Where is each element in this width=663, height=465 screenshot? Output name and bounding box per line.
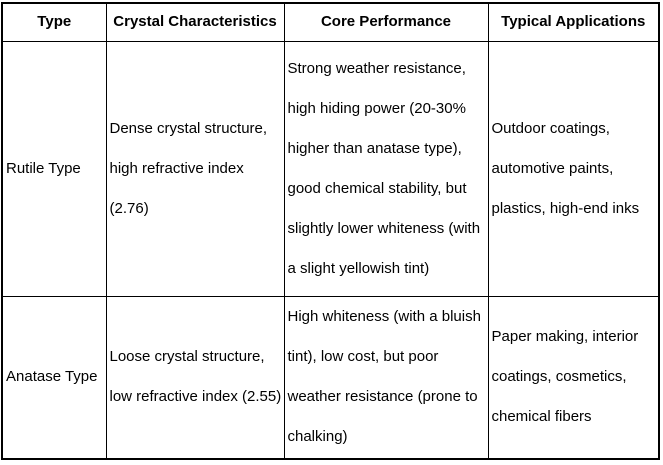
header-row: Type Crystal Characteristics Core Perfor… — [1, 2, 660, 42]
header-cell-core-performance: Core Performance — [283, 2, 489, 42]
table-row-rutile: Rutile Type Dense crystal structure, hig… — [1, 40, 660, 297]
comparison-table: Type Crystal Characteristics Core Perfor… — [1, 2, 660, 460]
header-cell-typical-applications: Typical Applications — [487, 2, 660, 42]
header-cell-crystal-characteristics: Crystal Characteristics — [105, 2, 285, 42]
cell-anatase-performance: High whiteness (with a bluish tint), low… — [283, 295, 489, 460]
cell-anatase-crystal: Loose crystal structure, low refractive … — [105, 295, 285, 460]
cell-rutile-type: Rutile Type — [1, 40, 107, 297]
header-cell-type: Type — [1, 2, 107, 42]
cell-anatase-type: Anatase Type — [1, 295, 107, 460]
table-row-anatase: Anatase Type Loose crystal structure, lo… — [1, 295, 660, 460]
cell-rutile-applications: Outdoor coatings, automotive paints, pla… — [487, 40, 660, 297]
cell-rutile-performance: Strong weather resistance, high hiding p… — [283, 40, 489, 297]
cell-rutile-crystal: Dense crystal structure, high refractive… — [105, 40, 285, 297]
cell-anatase-applications: Paper making, interior coatings, cosmeti… — [487, 295, 660, 460]
